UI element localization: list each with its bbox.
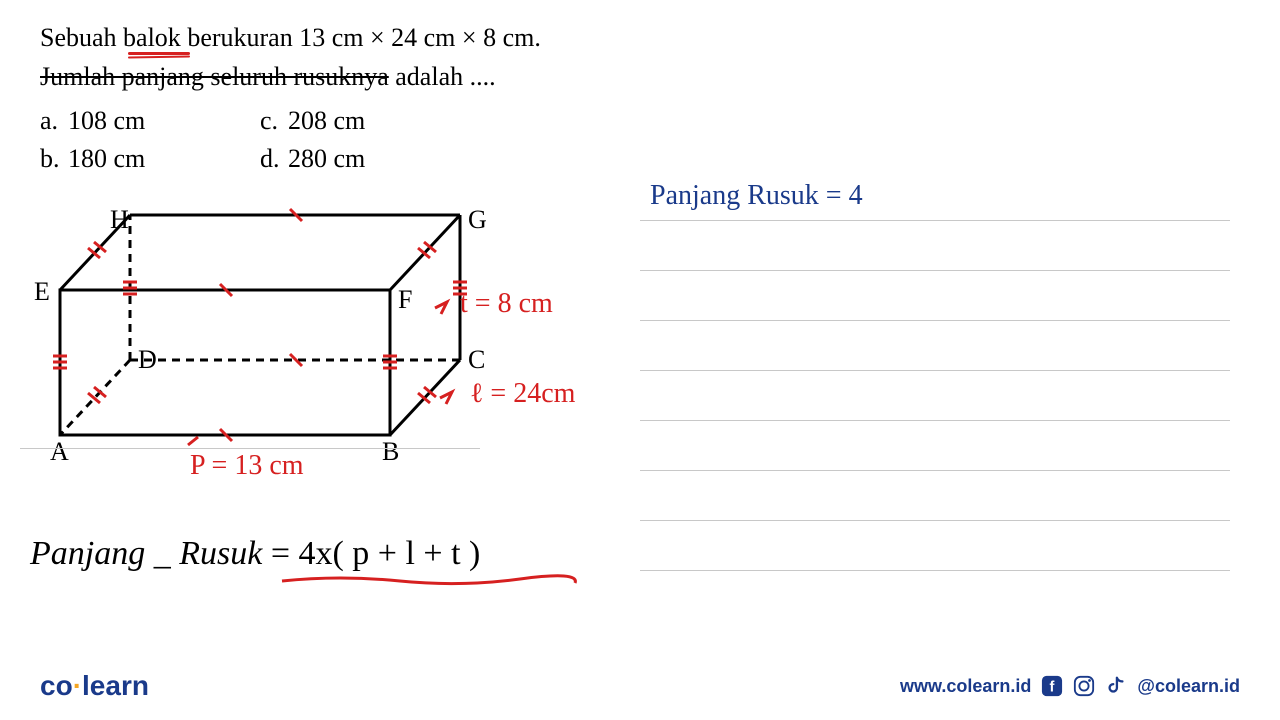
logo-learn: learn [82,670,149,701]
vertex-G: G [468,205,487,234]
q1-suffix: berukuran 13 cm × 24 cm × 8 cm. [181,23,541,52]
q2-suffix: adalah .... [389,62,496,91]
question-line-2: Jumlah panjang seluruh rusuknya adalah .… [40,57,640,96]
formula-italic: Panjang _ Rusuk [30,535,262,572]
vertex-D: D [138,345,157,374]
vertex-C: C [468,345,485,374]
option-a: a.108 cm [40,106,260,136]
diagram-baseline [20,448,480,449]
question-block: Sebuah balok berukuran 13 cm × 24 cm × 8… [40,18,640,174]
annotation-l: ℓ = 24cm [470,378,575,410]
notebook-rule [640,370,1230,371]
footer-bar: co·learn www.colearn.id f @colearn.id [40,670,1240,702]
logo-dot: · [73,670,82,701]
option-c-text: 208 cm [288,106,365,135]
cuboid-svg: A B C D E F G H [20,200,620,520]
vertex-B: B [382,437,399,466]
footer-handle: @colearn.id [1137,676,1240,697]
q2-struck: Jumlah panjang seluruh rusuknya [40,62,389,91]
notebook-rule [640,320,1230,321]
notebook-rule [640,220,1230,221]
option-b: b.180 cm [40,144,260,174]
option-c: c.208 cm [260,106,480,136]
formula-underline [280,573,580,593]
notebook-rule [640,520,1230,521]
cuboid-diagram: A B C D E F G H t = 8 cm ℓ = 24cm P = 13… [20,200,620,520]
facebook-icon: f [1041,675,1063,697]
red-underline-balok [128,52,190,55]
notebook-rule [640,570,1230,571]
options-grid: a.108 cm c.208 cm b.180 cm d.280 cm [40,106,640,174]
notebook-rule [640,470,1230,471]
vertex-A: A [50,437,69,466]
notebook-rule [640,270,1230,271]
formula-block: Panjang _ Rusuk = 4x( p + l + t ) [30,535,480,573]
notebook-rule [640,420,1230,421]
tiktok-icon [1105,675,1127,697]
annotation-p: P = 13 cm [190,450,304,482]
q1-prefix: Sebuah [40,23,123,52]
option-d: d.280 cm [260,144,480,174]
vertex-E: E [34,277,50,306]
option-d-text: 280 cm [288,144,365,173]
option-a-text: 108 cm [68,106,145,135]
instagram-icon [1073,675,1095,697]
logo-co: co [40,670,73,701]
svg-text:f: f [1050,680,1055,696]
footer-right: www.colearn.id f @colearn.id [900,675,1240,697]
option-b-text: 180 cm [68,144,145,173]
footer-url: www.colearn.id [900,676,1031,697]
annotation-t: t = 8 cm [460,288,553,320]
brand-logo: co·learn [40,670,149,702]
question-line-1: Sebuah balok berukuran 13 cm × 24 cm × 8… [40,18,640,57]
vertex-F: F [398,285,412,314]
note-line-1: Panjang Rusuk = 4 [650,180,863,212]
q1-underlined: balok [123,23,181,52]
formula-rest: = 4x( p + l + t ) [262,535,480,572]
vertex-H: H [110,205,129,234]
